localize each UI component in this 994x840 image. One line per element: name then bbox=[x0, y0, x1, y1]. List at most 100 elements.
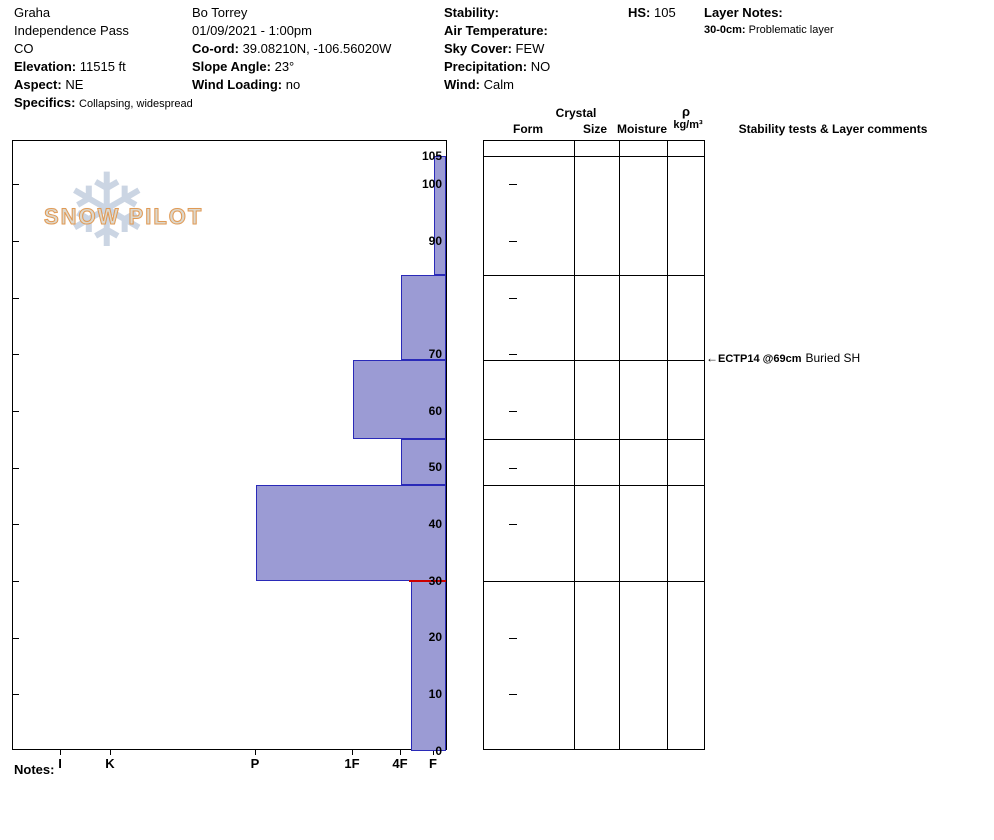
layer-notes-column: Layer Notes: 30-0cm: Problematic layer bbox=[704, 4, 834, 38]
depth-tick bbox=[13, 581, 19, 582]
hs-value: 105 bbox=[654, 5, 676, 20]
hardness-bar bbox=[411, 581, 446, 751]
layer-comment: Buried SH bbox=[805, 351, 861, 365]
aspect-label: Aspect: bbox=[14, 77, 62, 92]
layer-note-text: Problematic layer bbox=[748, 24, 834, 36]
depth-tick bbox=[13, 241, 19, 242]
slope-angle-label: Slope Angle: bbox=[192, 59, 271, 74]
depth-label: 30 bbox=[428, 573, 442, 588]
layer-grid bbox=[483, 140, 705, 750]
hs-label: HS: bbox=[628, 5, 651, 20]
hardness-tick bbox=[400, 750, 401, 755]
hardness-tick bbox=[352, 750, 353, 755]
moisture-column-header: Moisture bbox=[616, 122, 668, 136]
density-units-header: kg/m³ bbox=[673, 119, 703, 131]
stability-test-annotation: ←ECTP14 @69cm Buried SH bbox=[706, 351, 860, 365]
coordinates-label: Co-ord: bbox=[192, 41, 239, 56]
layer-note-line: 30-0cm: Problematic layer bbox=[704, 22, 834, 38]
form-depth-tick bbox=[509, 637, 517, 639]
hardness-label: P bbox=[250, 756, 260, 771]
form-depth-tick bbox=[509, 467, 517, 469]
stability-line: Stability: bbox=[444, 4, 550, 22]
aspect-line: Aspect: NE bbox=[14, 76, 193, 94]
precipitation-label: Precipitation: bbox=[444, 59, 528, 74]
hardness-tick bbox=[60, 750, 61, 755]
depth-tick bbox=[13, 637, 19, 639]
air-temperature-line: Air Temperature: bbox=[444, 22, 550, 40]
depth-tick bbox=[13, 694, 19, 696]
aspect-value: NE bbox=[65, 77, 84, 92]
hardness-bar bbox=[256, 484, 446, 581]
layer-notes-title: Layer Notes: bbox=[704, 5, 783, 20]
hardness-label: F bbox=[429, 756, 437, 771]
air-temperature-label: Air Temperature: bbox=[444, 23, 548, 38]
grid-column-line bbox=[667, 141, 668, 749]
elevation-label: Elevation: bbox=[14, 59, 77, 74]
conditions-column: Stability: Air Temperature: Sky Cover: F… bbox=[444, 4, 550, 94]
specifics-label: Specifics: bbox=[14, 95, 76, 110]
site-info-column: Graha Independence Pass CO Elevation: 11… bbox=[14, 4, 193, 113]
form-depth-tick bbox=[509, 184, 517, 186]
wind-loading-value: no bbox=[285, 77, 301, 92]
notes-label: Notes: bbox=[14, 762, 55, 777]
depth-label: 100 bbox=[421, 176, 442, 191]
layer-boundary-line bbox=[484, 581, 704, 582]
problem-layer-line bbox=[409, 580, 446, 582]
depth-label: 50 bbox=[428, 460, 442, 475]
hardness-label: 1F bbox=[344, 756, 360, 771]
depth-tick bbox=[13, 354, 19, 356]
crystal-header: Crystal bbox=[555, 106, 597, 120]
depth-label: 0 bbox=[435, 743, 442, 758]
wind-line: Wind: Calm bbox=[444, 76, 550, 94]
form-depth-tick bbox=[509, 297, 517, 299]
hardness-bar bbox=[401, 275, 446, 360]
hardness-bar bbox=[401, 439, 446, 485]
hardness-bar bbox=[353, 360, 446, 440]
slope-angle-value: 23° bbox=[274, 59, 295, 74]
wind-label: Wind: bbox=[444, 77, 480, 92]
form-depth-tick bbox=[509, 411, 517, 412]
coordinates-value: 39.08210N, -106.56020W bbox=[242, 41, 392, 56]
site-region: Independence Pass bbox=[14, 23, 129, 38]
layer-boundary-line bbox=[484, 484, 704, 486]
depth-tick bbox=[13, 184, 19, 186]
depth-tick bbox=[13, 411, 19, 412]
layer-boundary-line bbox=[484, 275, 704, 276]
coordinates-line: Co-ord: 39.08210N, -106.56020W bbox=[192, 40, 391, 58]
form-depth-tick bbox=[509, 241, 517, 242]
depth-label: 70 bbox=[428, 346, 442, 361]
snow-height-column: HS: 105 bbox=[628, 4, 676, 22]
depth-label: 60 bbox=[428, 403, 442, 418]
comments-column-header: Stability tests & Layer comments bbox=[738, 122, 928, 136]
hardness-label: K bbox=[105, 756, 115, 771]
depth-label: 10 bbox=[428, 686, 442, 701]
left-arrow-icon: ← bbox=[706, 351, 718, 365]
depth-tick bbox=[13, 297, 19, 299]
observer-name: Bo Torrey bbox=[192, 5, 248, 20]
depth-label: 20 bbox=[428, 630, 442, 645]
observer-info-column: Bo Torrey 01/09/2021 - 1:00pm Co-ord: 39… bbox=[192, 4, 391, 94]
depth-label: 90 bbox=[428, 233, 442, 248]
hardness-tick bbox=[255, 750, 256, 755]
depth-label: 40 bbox=[428, 516, 442, 531]
hardness-tick bbox=[433, 750, 434, 755]
grid-column-line bbox=[574, 141, 575, 749]
depth-label: 105 bbox=[421, 148, 442, 163]
depth-tick bbox=[13, 467, 19, 469]
specifics-line: Specifics: Collapsing, widespread bbox=[14, 94, 193, 113]
form-depth-tick bbox=[509, 694, 517, 696]
precipitation-line: Precipitation: NO bbox=[444, 58, 550, 76]
sky-cover-value: FEW bbox=[515, 41, 545, 56]
layer-boundary-line bbox=[484, 360, 704, 361]
layer-boundary-line bbox=[484, 156, 704, 157]
hs-line: HS: 105 bbox=[628, 4, 676, 22]
form-depth-tick bbox=[509, 524, 517, 526]
precipitation-value: NO bbox=[530, 59, 551, 74]
stability-label: Stability: bbox=[444, 5, 499, 20]
density-symbol-header: ρ bbox=[681, 104, 691, 119]
layer-boundary-line bbox=[484, 439, 704, 441]
wind-value: Calm bbox=[483, 77, 514, 92]
form-column-header: Form bbox=[513, 122, 543, 136]
form-depth-tick bbox=[509, 581, 517, 582]
